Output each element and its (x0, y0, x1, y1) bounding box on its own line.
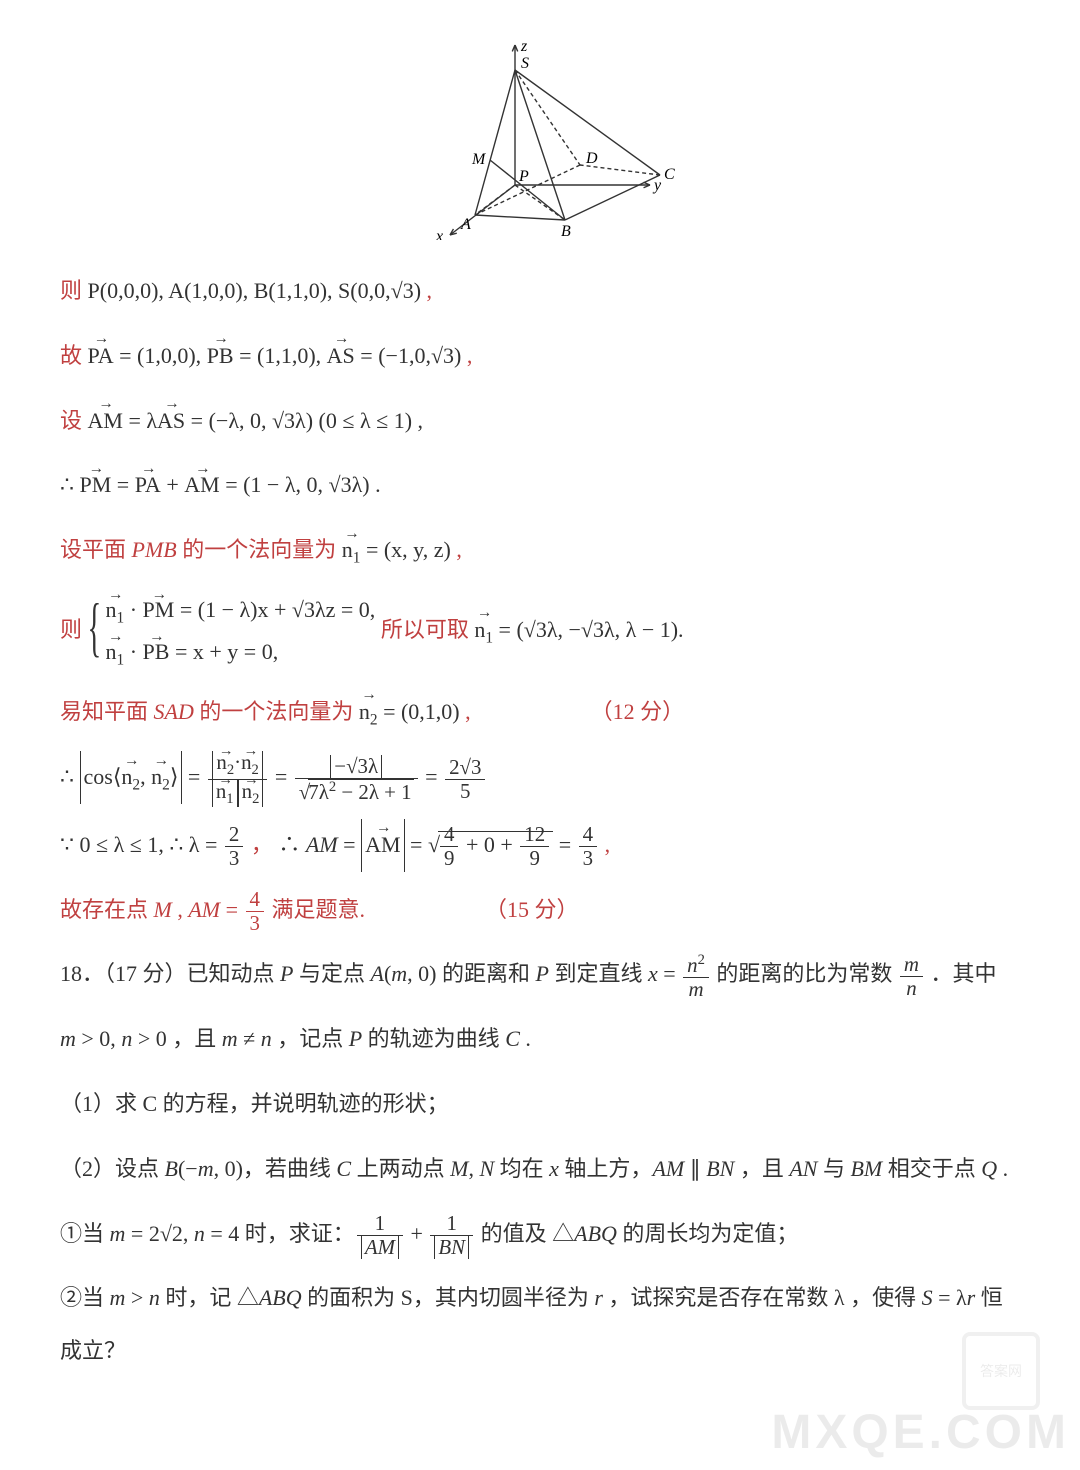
math-line: ②当 m > n 时，记 △ABQ 的面积为 S，其内切圆半径为 r ，试探究是… (60, 1272, 1020, 1378)
math-line: （1）求 C 的方程，并说明轨迹的形状； (60, 1078, 1020, 1131)
math-line: 设 AM = λAS = (−λ, 0, √3λ) (0 ≤ λ ≤ 1) , (60, 395, 1020, 448)
math-line: ①当 m = 2√2, n = 4 时，求证：1AM + 1BN 的值及 △AB… (60, 1208, 1020, 1261)
math-line: ∵ 0 ≤ λ ≤ 1, ∴ λ = 23 ， ∴ AM = AM = 49 +… (60, 819, 1020, 872)
svg-text:B: B (561, 223, 571, 240)
svg-text:D: D (585, 150, 598, 167)
svg-text:x: x (435, 228, 443, 240)
math-line: 故 PA = (1,0,0), PB = (1,1,0), AS = (−1,0… (60, 330, 1020, 383)
pyramid-diagram: z y x S A B C D M P (60, 30, 1020, 245)
math-line: 则 P(0,0,0), A(1,0,0), B(1,1,0), S(0,0,√3… (60, 265, 1020, 318)
math-line: 故存在点 M , AM = 43 满足题意.（15 分） (60, 884, 1020, 937)
math-line: 则 n1 · PM = (1 − λ)x + √3λz = 0,n1 · PB … (60, 590, 1020, 674)
page: z y x S A B C D M P 则 P(0,0,0), A(1,0,0), B(1,1,0… (0, 0, 1080, 1470)
svg-text:M: M (471, 151, 487, 168)
math-line: m > 0, n > 0 ，且 m ≠ n ，记点 P 的轨迹为曲线 C . (60, 1013, 1020, 1066)
svg-text:A: A (460, 216, 471, 233)
svg-text:C: C (664, 166, 675, 183)
svg-text:P: P (518, 168, 529, 185)
math-line: ∴ PM = PA + AM = (1 − λ, 0, √3λ) . (60, 459, 1020, 512)
math-line: （2）设点 B(−m, 0)，若曲线 C 上两动点 M, N 均在 x 轴上方，… (60, 1143, 1020, 1196)
svg-text:S: S (521, 55, 529, 72)
svg-text:y: y (652, 177, 662, 194)
math-line: 设平面 PMB 的一个法向量为 n1 = (x, y, z) , (60, 524, 1020, 577)
svg-text:z: z (520, 38, 528, 55)
math-content: 则 P(0,0,0), A(1,0,0), B(1,1,0), S(0,0,√3… (60, 265, 1020, 1378)
math-line: ∴ cosn2, n2 = n2·n2n1n2 = −√3λ7λ2 − 2λ +… (60, 751, 1020, 807)
math-line: 易知平面 SAD 的一个法向量为 n2 = (0,1,0) ,（12 分） (60, 686, 1020, 739)
pyramid-svg: z y x S A B C D M P (390, 30, 690, 240)
math-line: 18．（17 分）已知动点 P 与定点 A(m, 0) 的距离和 P 到定直线 … (60, 948, 1020, 1001)
